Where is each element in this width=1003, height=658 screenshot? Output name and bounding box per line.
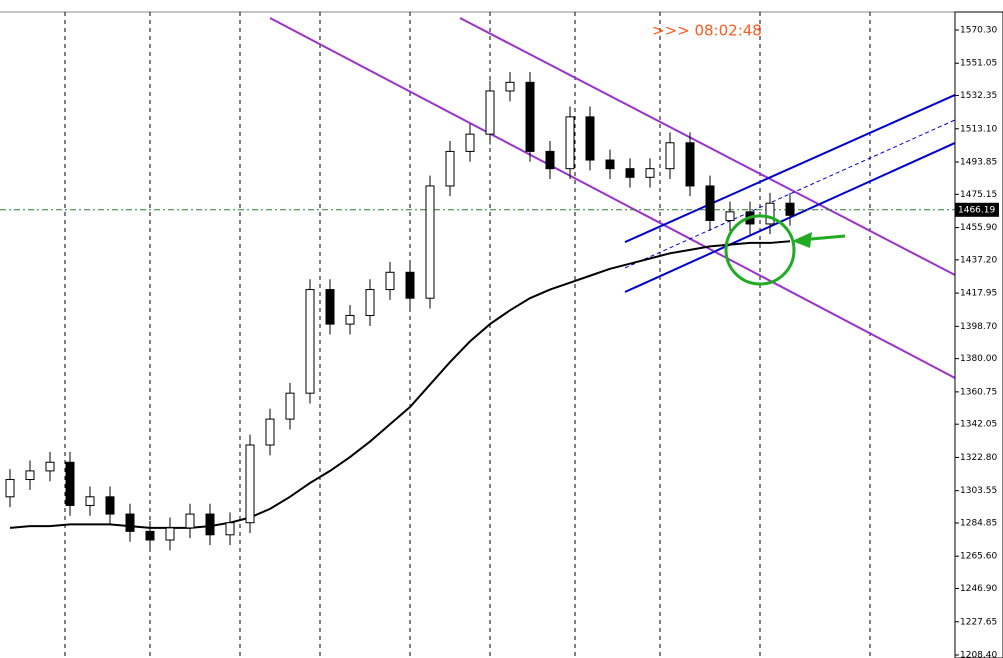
y-tick-label: 1284.85 (960, 518, 997, 528)
moving-average (9, 240, 791, 529)
candle-body (85, 496, 95, 506)
candle-body (25, 470, 35, 481)
candle-body (225, 522, 235, 536)
current-price-box (955, 202, 999, 217)
candle-body (185, 513, 195, 529)
y-tick-label: 1417.95 (960, 289, 997, 299)
candle-body (505, 81, 515, 92)
y-tick-label: 1208.40 (960, 650, 997, 658)
candle-body (305, 289, 315, 394)
countdown: >>> 08:02:48 (652, 22, 762, 40)
candle-body (5, 479, 15, 498)
candle-body (165, 527, 175, 541)
candle-body (625, 168, 635, 178)
candle-body (385, 271, 395, 291)
candle-body (565, 116, 575, 170)
y-tick-label: 1532.35 (960, 91, 997, 101)
y-tick-label: 1475.15 (960, 190, 997, 200)
candle-body (785, 202, 795, 216)
candle-body (365, 289, 375, 316)
candle-body (465, 133, 475, 152)
candle-body (245, 444, 255, 524)
trendline (624, 119, 956, 269)
candle-body (525, 81, 535, 152)
highlight-circle (724, 214, 796, 286)
candle-body (605, 159, 615, 170)
candle-body (285, 392, 295, 420)
y-tick-label: 1342.05 (960, 420, 997, 430)
candle-body (585, 116, 595, 161)
y-tick-label: 1551.05 (960, 59, 997, 69)
vertical-grid (64, 12, 871, 658)
candle-body (205, 513, 215, 536)
candle-body (725, 211, 735, 221)
y-tick-label: 1265.60 (960, 552, 997, 562)
y-tick-label: 1455.90 (960, 223, 997, 233)
y-tick-label: 1303.55 (960, 486, 997, 496)
y-tick-label: 1246.90 (960, 584, 997, 594)
y-tick-label: 1227.65 (960, 617, 997, 627)
y-tick-label: 1380.00 (960, 354, 997, 364)
y-tick-label: 1570.30 (960, 25, 997, 35)
candle-body (485, 90, 495, 135)
candle-body (425, 185, 435, 299)
candle-body (405, 271, 415, 299)
current-price-label: 1466.19 (958, 205, 995, 215)
candle-body (545, 150, 555, 170)
candle-body (765, 202, 775, 225)
candle-body (645, 168, 655, 178)
y-tick-label: 1493.85 (960, 158, 997, 168)
candle-body (325, 289, 335, 325)
trendline (269, 17, 956, 379)
candle-body (125, 513, 135, 532)
trendline (459, 17, 956, 276)
candle-body (45, 461, 55, 472)
y-tick-label: 1513.10 (960, 124, 997, 134)
price-axis (954, 11, 1003, 658)
trendline (624, 94, 956, 243)
candle-body (685, 142, 695, 187)
y-tick-label: 1322.80 (960, 453, 997, 463)
candle-body (105, 496, 115, 515)
candle-body (665, 142, 675, 170)
candle-body (145, 530, 155, 541)
candle-body (445, 150, 455, 187)
arrow-head (792, 232, 812, 248)
candle-body (65, 461, 75, 506)
y-tick-label: 1360.75 (960, 387, 997, 397)
candle-body (705, 185, 715, 221)
candle-body (345, 314, 355, 325)
y-tick-label: 1437.20 (960, 255, 997, 265)
candle-body (265, 418, 275, 446)
y-tick-label: 1398.70 (960, 322, 997, 332)
